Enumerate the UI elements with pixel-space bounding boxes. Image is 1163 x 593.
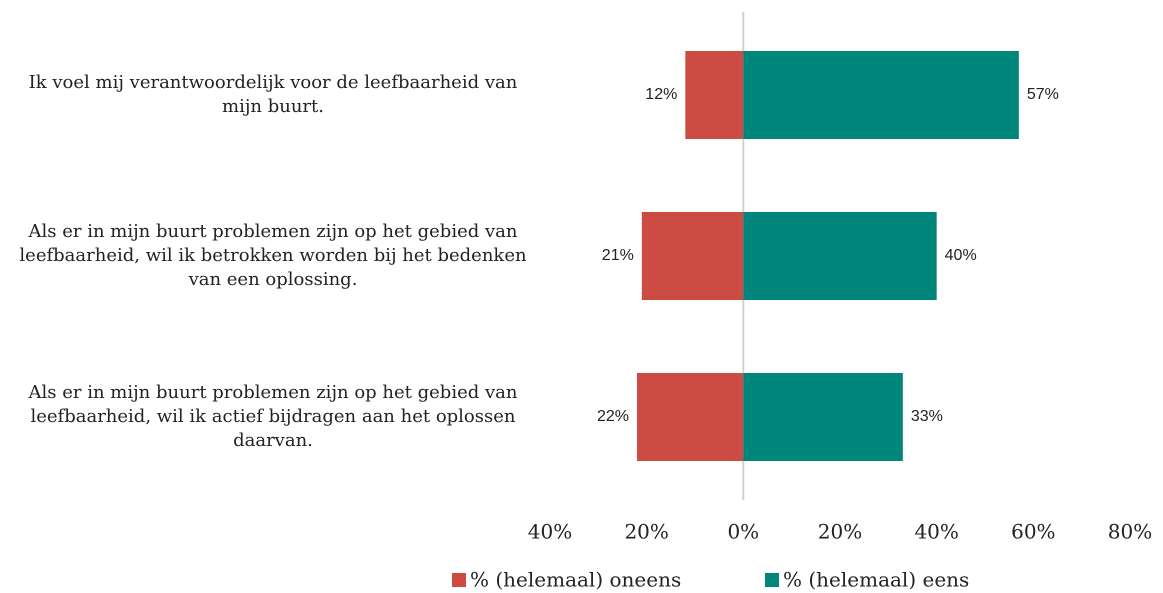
x-tick-label: 80% bbox=[1108, 520, 1152, 544]
bar bbox=[641, 212, 744, 300]
bar bbox=[743, 373, 903, 461]
legend-swatch bbox=[452, 573, 466, 587]
legend-swatch bbox=[765, 573, 779, 587]
value-label: 33% bbox=[911, 408, 943, 425]
category-label: Als er in mijn buurt problemen zijn op h… bbox=[28, 382, 518, 451]
value-label: 12% bbox=[645, 86, 677, 103]
bar bbox=[743, 212, 937, 300]
x-tick-label: 40% bbox=[914, 520, 958, 544]
legend-label: % (helemaal) eens bbox=[783, 568, 969, 592]
category-label: Ik voel mij verantwoordelijk voor de lee… bbox=[28, 72, 518, 117]
value-label: 57% bbox=[1027, 86, 1059, 103]
category-label: Als er in mijn buurt problemen zijn op h… bbox=[19, 221, 527, 290]
x-tick-label: 60% bbox=[1011, 520, 1055, 544]
x-tick-label: 0% bbox=[727, 520, 759, 544]
x-tick-label: 40% bbox=[528, 520, 572, 544]
bar bbox=[685, 51, 744, 139]
value-label: 21% bbox=[602, 247, 634, 264]
x-tick-label: 20% bbox=[818, 520, 862, 544]
bar bbox=[637, 373, 744, 461]
x-tick-label: 20% bbox=[624, 520, 668, 544]
value-label: 22% bbox=[597, 408, 629, 425]
legend-label: % (helemaal) oneens bbox=[470, 568, 681, 592]
value-label: 40% bbox=[945, 247, 977, 264]
bar bbox=[743, 51, 1019, 139]
